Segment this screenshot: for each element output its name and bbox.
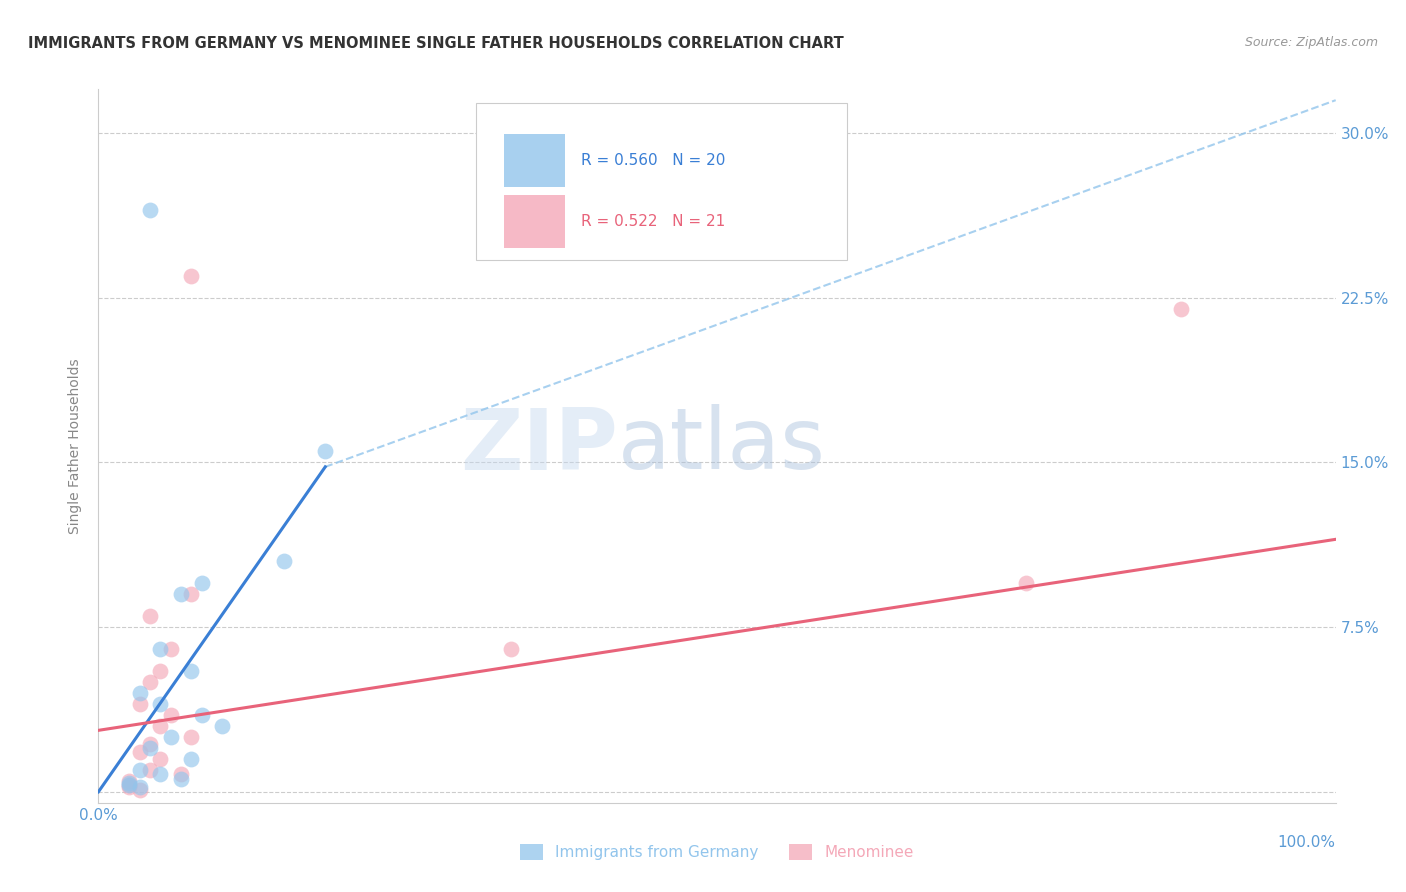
- Point: [159, 708, 181, 723]
- Point: [149, 719, 172, 733]
- Point: [170, 767, 193, 781]
- Point: [149, 697, 172, 711]
- Point: [139, 202, 162, 217]
- Point: [314, 444, 336, 458]
- Point: [118, 776, 141, 790]
- Point: [128, 763, 150, 777]
- Text: IMMIGRANTS FROM GERMANY VS MENOMINEE SINGLE FATHER HOUSEHOLDS CORRELATION CHART: IMMIGRANTS FROM GERMANY VS MENOMINEE SIN…: [28, 36, 844, 51]
- Point: [180, 268, 202, 283]
- Text: ZIP: ZIP: [460, 404, 619, 488]
- Point: [149, 642, 172, 657]
- Point: [180, 587, 202, 601]
- Point: [1170, 301, 1192, 316]
- FancyBboxPatch shape: [505, 134, 565, 187]
- Point: [128, 745, 150, 759]
- FancyBboxPatch shape: [505, 194, 565, 248]
- Y-axis label: Single Father Households: Single Father Households: [69, 359, 83, 533]
- Point: [139, 737, 162, 751]
- Text: R = 0.560   N = 20: R = 0.560 N = 20: [581, 153, 725, 168]
- Point: [128, 782, 150, 797]
- Point: [499, 642, 522, 657]
- Legend: Immigrants from Germany, Menominee: Immigrants from Germany, Menominee: [515, 838, 920, 866]
- Point: [139, 763, 162, 777]
- Text: R = 0.522   N = 21: R = 0.522 N = 21: [581, 214, 725, 228]
- Point: [180, 730, 202, 744]
- FancyBboxPatch shape: [475, 103, 846, 260]
- Point: [118, 778, 141, 792]
- Point: [128, 686, 150, 700]
- Text: Source: ZipAtlas.com: Source: ZipAtlas.com: [1244, 36, 1378, 49]
- Point: [159, 730, 181, 744]
- Point: [139, 675, 162, 690]
- Point: [190, 576, 212, 591]
- Point: [159, 642, 181, 657]
- Point: [180, 664, 202, 678]
- Point: [180, 752, 202, 766]
- Point: [118, 773, 141, 788]
- Point: [128, 697, 150, 711]
- Point: [118, 778, 141, 792]
- Text: atlas: atlas: [619, 404, 827, 488]
- Point: [128, 780, 150, 795]
- Point: [149, 752, 172, 766]
- Point: [170, 772, 193, 786]
- Point: [118, 780, 141, 795]
- Point: [1015, 576, 1038, 591]
- Point: [149, 767, 172, 781]
- Point: [139, 740, 162, 755]
- Point: [211, 719, 233, 733]
- Text: 100.0%: 100.0%: [1278, 835, 1336, 850]
- Point: [139, 609, 162, 624]
- Point: [170, 587, 193, 601]
- Point: [190, 708, 212, 723]
- Point: [149, 664, 172, 678]
- Point: [273, 554, 295, 568]
